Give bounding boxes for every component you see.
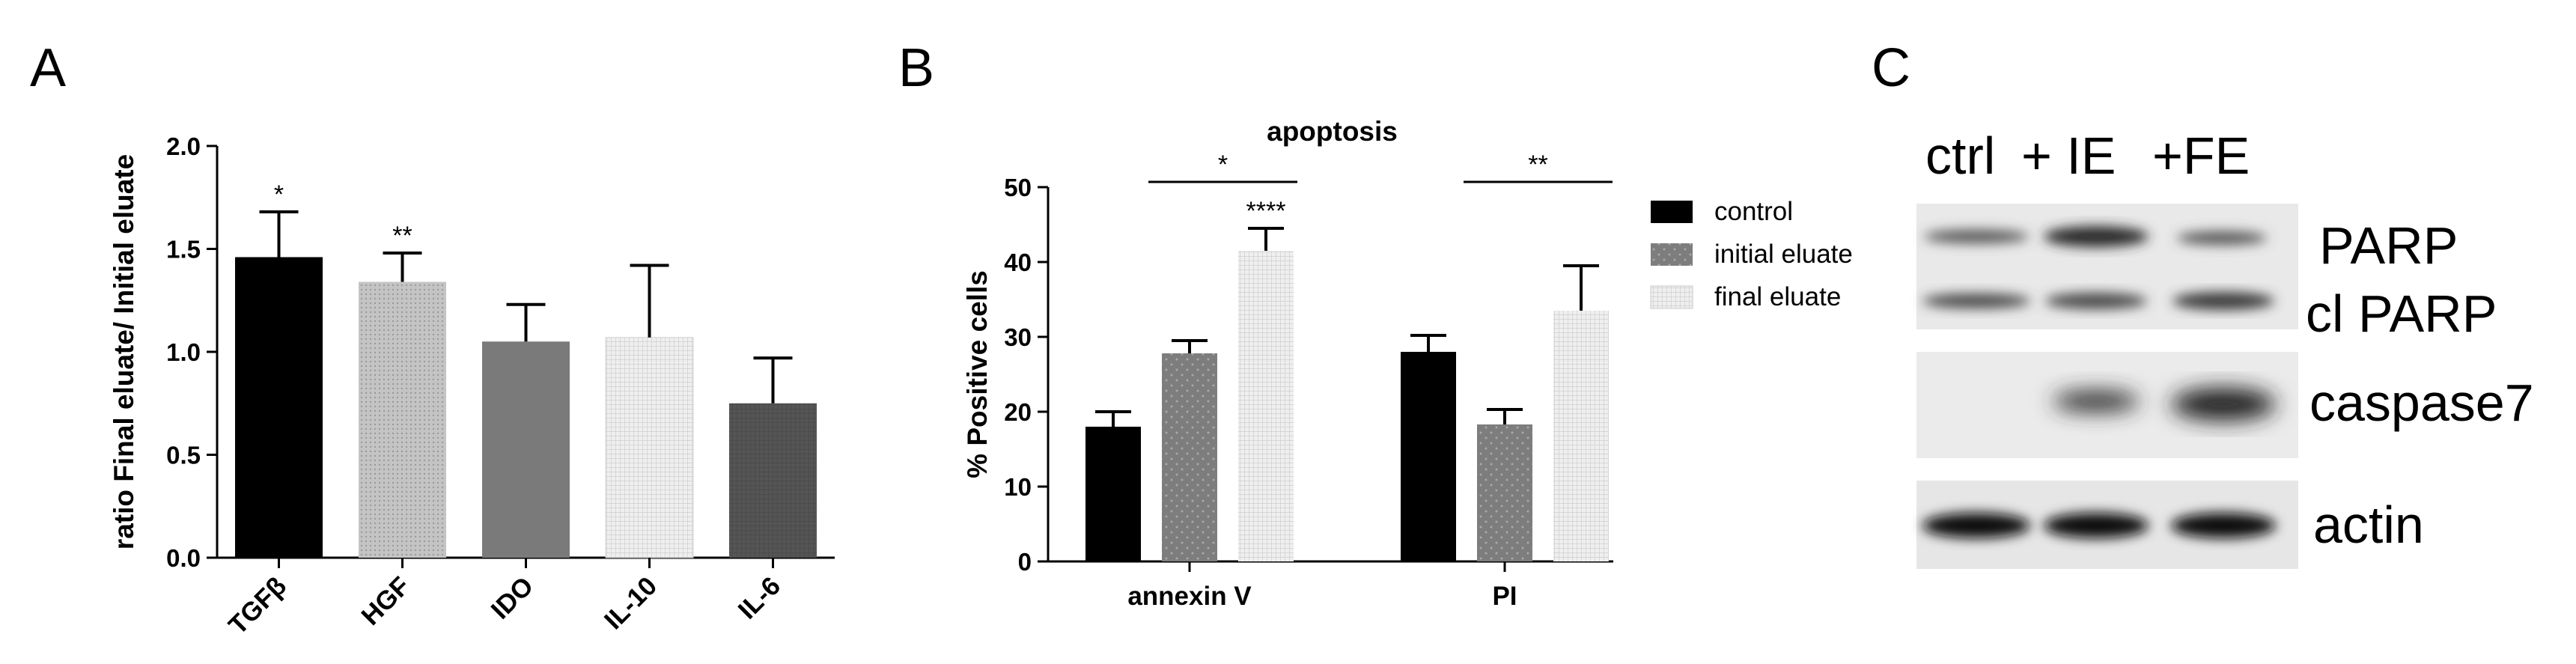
y-tick-label-b: 10 bbox=[1004, 473, 1032, 501]
significance-label-a: ** bbox=[392, 222, 412, 250]
bar-hgf bbox=[359, 281, 446, 558]
legend-swatch-initial-eluate bbox=[1651, 243, 1693, 266]
y-tick-label-b: 50 bbox=[1004, 174, 1032, 201]
category-label-a: HGF bbox=[356, 571, 415, 631]
category-label-a: TGFβ bbox=[223, 571, 292, 640]
category-label-a: IL-6 bbox=[733, 571, 787, 625]
blot-label-parp: PARP bbox=[2319, 216, 2458, 275]
y-tick-label-a: 1.5 bbox=[166, 236, 201, 264]
bar-initial-eluate-annexin-v bbox=[1162, 353, 1217, 561]
category-label-b: PI bbox=[1492, 582, 1517, 611]
y-tick-label-b: 0 bbox=[1018, 548, 1032, 576]
category-label-b: annexin V bbox=[1127, 582, 1252, 611]
bar-final-eluate-pi bbox=[1553, 311, 1609, 561]
significance-label-a: * bbox=[274, 180, 284, 209]
y-tick-label-a: 0.0 bbox=[166, 544, 201, 572]
bar-ido bbox=[482, 341, 570, 558]
band-caspase7 bbox=[2053, 388, 2276, 421]
lane-label-fe: +FE bbox=[2152, 127, 2250, 185]
blot-label-cl-parp: cl PARP bbox=[2306, 284, 2497, 343]
y-tick-label-a: 0.5 bbox=[166, 442, 201, 469]
bar-il-6 bbox=[729, 403, 817, 558]
y-tick-label-a: 1.0 bbox=[166, 338, 201, 366]
band-cl-parp bbox=[1922, 292, 2274, 310]
y-tick-label-a: 2.0 bbox=[166, 133, 201, 160]
bracket-label-b: ** bbox=[1528, 150, 1547, 179]
panel-letter-a: A bbox=[30, 38, 66, 98]
lane-label-ctrl: ctrl bbox=[1925, 127, 1995, 185]
y-axis-title-a: ratio Final eluate/ Initial eluate bbox=[109, 154, 139, 549]
western-blot: ctrl + IE +FE PARP cl PARP caspase7 bbox=[1916, 127, 2534, 569]
category-label-a: IDO bbox=[486, 571, 540, 625]
band-actin bbox=[1922, 513, 2276, 538]
chart-a: 0.0 0.5 1.0 1.5 2.0 ratio Final eluate/ Initi… bbox=[109, 133, 835, 640]
y-tick-label-b: 20 bbox=[1004, 398, 1032, 426]
y-tick-label-b: 40 bbox=[1004, 249, 1032, 276]
blot-membrane-parp bbox=[1916, 204, 2298, 329]
panel-letter-b: B bbox=[898, 38, 934, 98]
bar-control-pi bbox=[1401, 352, 1456, 561]
bar-final-eluate-annexin-v bbox=[1238, 251, 1294, 561]
bar-annotation-b: **** bbox=[1246, 197, 1286, 225]
bar-tgf- bbox=[235, 257, 323, 558]
bar-il-10 bbox=[605, 337, 694, 558]
blot-label-actin: actin bbox=[2313, 496, 2424, 554]
legend-swatch-final-eluate bbox=[1650, 285, 1693, 309]
blot-label-caspase7: caspase7 bbox=[2309, 374, 2534, 432]
legend-label-control: control bbox=[1714, 197, 1793, 226]
legend-swatch-control bbox=[1651, 201, 1693, 223]
y-tick-label-b: 30 bbox=[1004, 323, 1032, 351]
chart-title-b: apoptosis bbox=[1267, 116, 1398, 147]
band-parp bbox=[1924, 226, 2267, 247]
category-label-a: IL-10 bbox=[599, 571, 663, 635]
y-axis-title-b: % Positive cells bbox=[962, 270, 993, 478]
lane-label-ie: + IE bbox=[2021, 127, 2116, 185]
bar-control-annexin-v bbox=[1085, 427, 1141, 561]
panel-letter-c: C bbox=[1872, 38, 1910, 98]
chart-b: 0 10 20 30 40 50 % Positive cells apoptosis anne… bbox=[962, 116, 1613, 611]
legend-label-initial-eluate: initial eluate bbox=[1714, 240, 1853, 269]
bar-initial-eluate-pi bbox=[1477, 424, 1532, 561]
legend-b: control initial eluate final eluate bbox=[1650, 197, 1853, 311]
legend-label-final-eluate: final eluate bbox=[1714, 282, 1841, 311]
bracket-label-b: * bbox=[1218, 150, 1228, 179]
